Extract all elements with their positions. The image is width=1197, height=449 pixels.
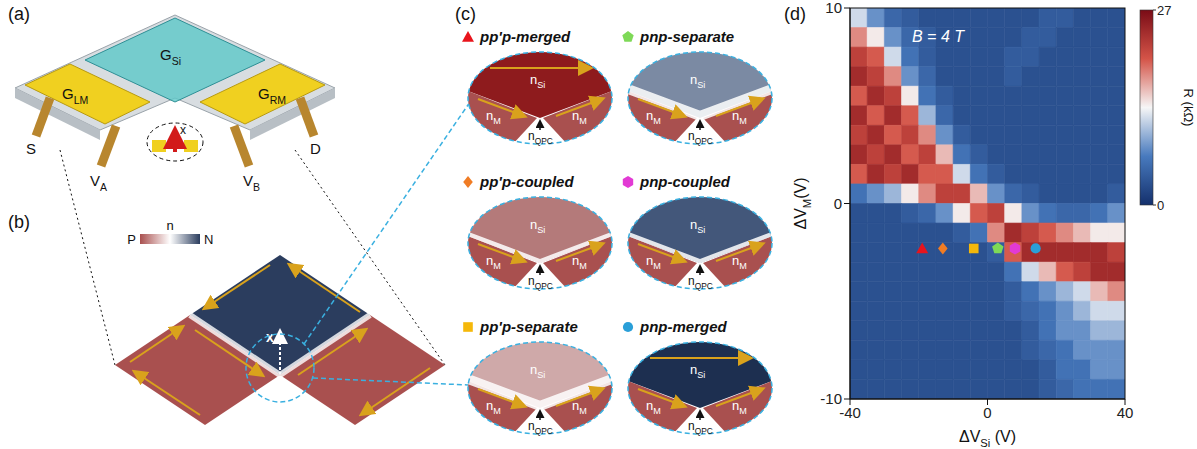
svg-text:(b): (b) (8, 212, 30, 232)
svg-text:nQPC: nQPC (528, 274, 553, 291)
svg-text:x: x (180, 123, 186, 137)
svg-text:VA: VA (90, 172, 107, 193)
svg-text:nM: nM (732, 253, 747, 271)
svg-text:nSi: nSi (690, 362, 705, 380)
svg-text:nSi: nSi (530, 362, 545, 380)
svg-text:R (kΩ): R (kΩ) (1181, 89, 1196, 127)
svg-text:ΔVSi (V): ΔVSi (V) (959, 428, 1016, 449)
svg-text:P: P (127, 232, 136, 247)
svg-text:nQPC: nQPC (688, 274, 713, 291)
svg-text:nSi: nSi (690, 217, 705, 235)
svg-text:nM: nM (486, 253, 501, 271)
svg-text:nM: nM (732, 398, 747, 416)
svg-text:GLM: GLM (62, 85, 88, 106)
svg-text:D: D (310, 140, 321, 157)
svg-text:S: S (26, 140, 36, 157)
svg-text:10: 10 (825, 0, 842, 16)
svg-text:B = 4 T: B = 4 T (912, 28, 965, 45)
svg-text:nM: nM (646, 108, 661, 126)
svg-text:-10: -10 (820, 390, 842, 407)
svg-text:VB: VB (243, 172, 260, 193)
svg-text:nM: nM (646, 398, 661, 416)
svg-text:pp'p-separate: pp'p-separate (479, 318, 578, 335)
svg-text:nM: nM (572, 253, 587, 271)
svg-text:nSi: nSi (530, 72, 545, 90)
svg-text:GRM: GRM (258, 85, 286, 106)
svg-text:0: 0 (834, 195, 842, 212)
svg-text:pnp-separate: pnp-separate (639, 28, 734, 45)
svg-text:nM: nM (646, 253, 661, 271)
svg-text:pp'p-merged: pp'p-merged (479, 28, 571, 45)
svg-text:nM: nM (486, 108, 501, 126)
svg-text:nQPC: nQPC (528, 419, 553, 436)
svg-text:-40: -40 (839, 404, 861, 421)
svg-text:x: x (266, 329, 274, 345)
svg-text:nM: nM (572, 398, 587, 416)
svg-text:nQPC: nQPC (688, 419, 713, 436)
svg-text:ΔVM(V): ΔVM(V) (792, 177, 813, 229)
svg-text:(c): (c) (455, 4, 476, 24)
svg-text:nSi: nSi (690, 72, 705, 90)
svg-text:pp'p-coupled: pp'p-coupled (479, 173, 574, 190)
svg-text:pnp-merged: pnp-merged (639, 318, 728, 335)
svg-text:GSi: GSi (160, 46, 181, 67)
svg-text:(d): (d) (784, 4, 806, 24)
svg-text:N: N (204, 232, 213, 247)
svg-text:nM: nM (732, 108, 747, 126)
svg-text:nQPC: nQPC (688, 129, 713, 146)
svg-text:nM: nM (486, 398, 501, 416)
svg-text:n: n (166, 218, 173, 233)
svg-text:40: 40 (1117, 404, 1134, 421)
svg-text:nSi: nSi (530, 217, 545, 235)
svg-text:0: 0 (1157, 198, 1164, 213)
svg-text:0: 0 (983, 404, 991, 421)
svg-text:nQPC: nQPC (528, 129, 553, 146)
svg-text:nM: nM (572, 108, 587, 126)
svg-text:pnp-coupled: pnp-coupled (639, 173, 731, 190)
svg-text:(a): (a) (8, 4, 30, 24)
svg-text:27: 27 (1157, 3, 1171, 18)
